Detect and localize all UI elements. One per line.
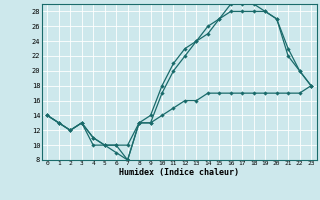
- X-axis label: Humidex (Indice chaleur): Humidex (Indice chaleur): [119, 168, 239, 177]
